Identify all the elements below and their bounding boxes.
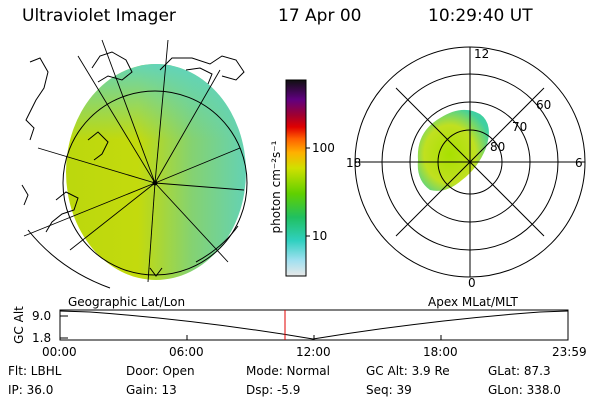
coastline [21, 184, 29, 206]
time-tick: 18:00 [423, 345, 458, 359]
altitude-ytick-high: 9.0 [32, 309, 52, 323]
time-tick: 00:00 [42, 345, 77, 359]
coastline [159, 55, 245, 81]
coastline [87, 131, 109, 161]
latitude-circle [62, 90, 248, 276]
coastline [45, 191, 79, 233]
altitude-ytick-low: 1.8 [32, 331, 52, 345]
apex-panel-label: Apex MLat/MLT [428, 295, 518, 309]
glon-info: GLon: 338.0 [488, 383, 561, 397]
altitude-plot [59, 309, 569, 341]
coastline [25, 57, 49, 141]
door-info: Door: Open [126, 364, 195, 378]
meridians [23, 39, 245, 283]
mlat-label-60: 60 [536, 98, 552, 112]
time-tick: 12:00 [296, 345, 331, 359]
coastline [27, 229, 111, 289]
altitude-ylabel: GC Alt [12, 306, 26, 344]
mlt-label-0: 0 [468, 276, 476, 290]
mlt-label-12: 12 [474, 47, 490, 61]
header-time: 10:29:40 UT [428, 6, 533, 26]
mlt-label-6: 6 [575, 156, 583, 170]
dsp-info: Dsp: -5.9 [246, 383, 301, 397]
instrument-title: Ultraviolet Imager [22, 6, 176, 26]
ip-info: IP: 36.0 [8, 383, 54, 397]
glat-info: GLat: 87.3 [488, 364, 551, 378]
header-date: 17 Apr 00 [278, 6, 362, 26]
coastline [91, 51, 133, 83]
gc-alt-info: GC Alt: 3.9 Re [366, 364, 450, 378]
mode-info: Mode: Normal [246, 364, 330, 378]
mlt-label-18: 18 [346, 156, 362, 170]
colorbar-tick-100: 100 [312, 141, 335, 155]
gain-info: Gain: 13 [126, 383, 177, 397]
coastline [195, 225, 239, 263]
polar-mlat-mlt-plot [354, 46, 586, 278]
time-tick: 23:59 [552, 345, 587, 359]
colorbar-unit-label: photon cm⁻²s⁻¹ [269, 140, 283, 234]
colorbar-tick-10: 10 [312, 229, 328, 243]
coastline [149, 267, 163, 277]
geographic-map [21, 39, 248, 289]
color-bar [285, 79, 310, 277]
mlat-label-70: 70 [512, 120, 528, 134]
altitude-curve [59, 310, 569, 340]
time-tick: 06:00 [169, 345, 204, 359]
seq-info: Seq: 39 [366, 383, 412, 397]
mlat-label-80: 80 [490, 140, 506, 154]
coastline [185, 67, 213, 85]
filter-info: Flt: LBHL [8, 364, 62, 378]
geographic-panel-label: Geographic Lat/Lon [68, 295, 186, 309]
